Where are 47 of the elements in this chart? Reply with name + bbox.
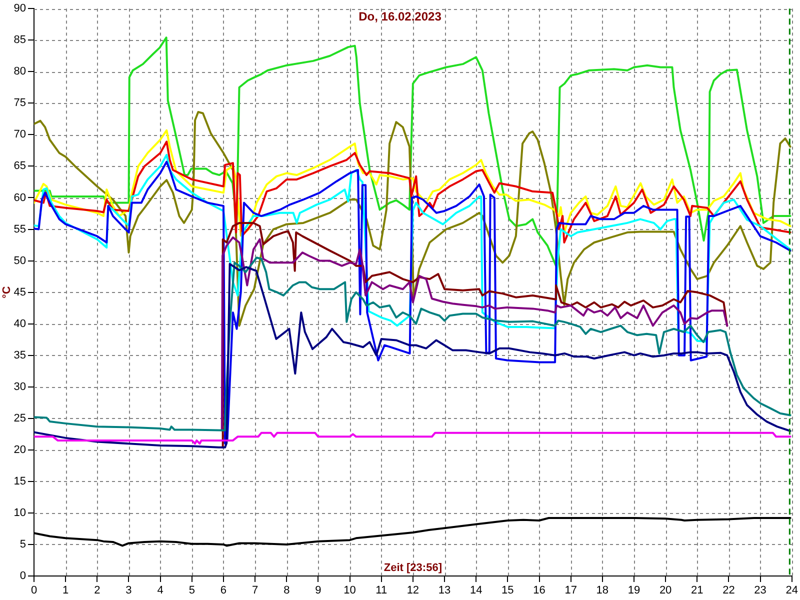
x-tick-label: 23 bbox=[754, 584, 766, 597]
y-tick-label: 5 bbox=[20, 538, 26, 551]
y-tick-label: 20 bbox=[14, 444, 26, 456]
x-tick-label: 22 bbox=[722, 584, 735, 597]
y-tick-label: 30 bbox=[14, 380, 26, 393]
x-tick-label: 13 bbox=[438, 584, 451, 597]
x-tick-label: 14 bbox=[470, 584, 482, 597]
x-tick-label: 19 bbox=[628, 584, 640, 597]
y-tick-label: 70 bbox=[14, 128, 26, 141]
x-tick-label: 2 bbox=[94, 584, 100, 597]
y-axis-title: °C bbox=[1, 286, 14, 298]
x-tick-label: 16 bbox=[533, 584, 546, 597]
y-tick-label: 60 bbox=[14, 192, 26, 204]
y-tick-label: 15 bbox=[14, 475, 26, 488]
x-tick-label: 5 bbox=[188, 584, 195, 597]
x-tick-label: 15 bbox=[502, 584, 514, 597]
x-tick-label: 7 bbox=[252, 584, 258, 597]
y-tick-label: 85 bbox=[14, 34, 26, 46]
chart-title: Do, 16.02.2023 bbox=[358, 9, 442, 24]
y-tick-label: 45 bbox=[14, 286, 26, 298]
x-tick-label: 21 bbox=[691, 584, 704, 597]
y-tick-label: 0 bbox=[20, 570, 26, 582]
x-tick-label: 10 bbox=[344, 584, 356, 597]
y-tick-label: 75 bbox=[14, 97, 26, 110]
y-tick-label: 65 bbox=[14, 160, 26, 172]
y-tick-label: 90 bbox=[14, 2, 26, 15]
y-tick-label: 25 bbox=[14, 412, 26, 424]
x-tick-label: 11 bbox=[376, 584, 388, 597]
y-tick-label: 10 bbox=[14, 506, 26, 519]
x-tick-label: 0 bbox=[30, 584, 38, 597]
y-tick-label: 50 bbox=[14, 254, 26, 267]
x-tick-label: 4 bbox=[157, 584, 164, 597]
x-tick-label: 20 bbox=[659, 584, 672, 597]
x-tick-label: 8 bbox=[284, 584, 290, 597]
y-tick-label: 35 bbox=[14, 349, 26, 362]
x-tick-label: 24 bbox=[786, 584, 798, 597]
y-tick-label: 40 bbox=[14, 318, 26, 330]
x-tick-label: 9 bbox=[315, 584, 322, 597]
x-tick-label: 1 bbox=[62, 584, 69, 597]
x-tick-label: 3 bbox=[126, 584, 132, 597]
y-tick-label: 55 bbox=[14, 223, 26, 236]
x-tick-label: 18 bbox=[596, 584, 609, 597]
y-tick-label: 80 bbox=[14, 66, 26, 78]
x-tick-label: 6 bbox=[220, 584, 227, 597]
x-tick-label: 17 bbox=[564, 584, 577, 597]
x-axis-title: Zeit [23:56] bbox=[384, 562, 442, 574]
x-tick-label: 12 bbox=[406, 584, 420, 597]
